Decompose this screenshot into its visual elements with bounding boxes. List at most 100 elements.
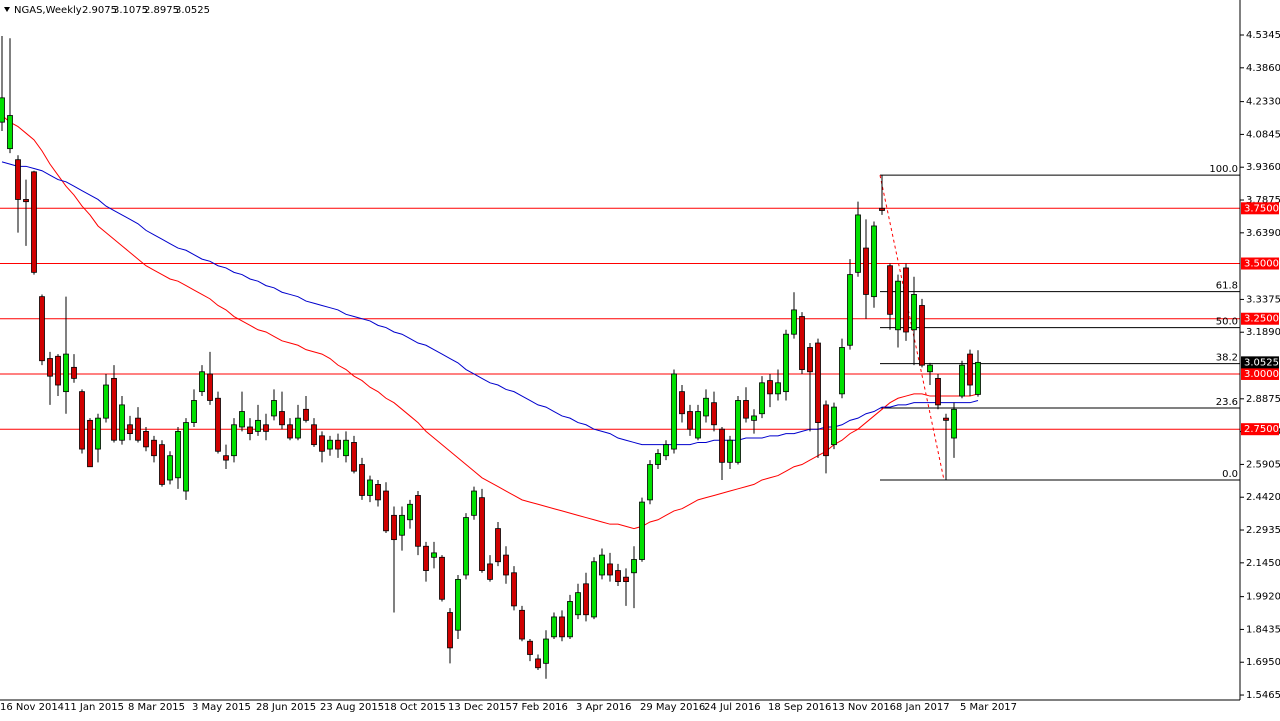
level-label-box [1241, 202, 1279, 215]
candle-body [207, 373, 213, 401]
candle-body [359, 464, 365, 496]
y-tick-label: 4.2330 [1246, 97, 1280, 108]
y-tick-label: 3.6390 [1246, 228, 1280, 239]
y-tick-label: 3.7875 [1246, 195, 1280, 206]
x-tick-label: 18 Sep 2016 [768, 702, 831, 713]
x-tick-label: 7 Feb 2016 [512, 702, 568, 713]
y-tick-label: 1.6950 [1246, 657, 1280, 668]
candle-body [375, 484, 381, 501]
candle-body [799, 316, 805, 370]
candle-body [711, 402, 717, 426]
candle-body [15, 159, 21, 200]
candle-body [719, 428, 725, 463]
y-tick-label: 3.1890 [1246, 327, 1280, 338]
candle-body [823, 404, 829, 457]
x-tick-label: 13 Dec 2015 [448, 702, 512, 713]
candle-body [663, 444, 669, 457]
candle-body [303, 408, 309, 421]
header-low: 2.8975 [144, 5, 179, 16]
candle-body [79, 391, 85, 450]
candle-body [551, 616, 557, 638]
candle-body [479, 497, 485, 571]
x-tick-label: 29 May 2016 [640, 702, 705, 713]
candle-body [263, 424, 269, 432]
candle-body [647, 464, 653, 501]
candle-body [895, 280, 901, 331]
candle-body [39, 296, 45, 362]
candle-body [735, 400, 741, 463]
candle-body [335, 439, 341, 450]
x-tick-label: 3 Apr 2016 [576, 702, 631, 713]
candle-body [527, 640, 533, 655]
candle-body [975, 361, 981, 395]
candle-body [255, 419, 261, 432]
candle-body [679, 391, 685, 415]
candle-body [783, 333, 789, 393]
candle-body [543, 638, 549, 664]
header-close: 3.0525 [175, 5, 210, 16]
candle-body [615, 570, 621, 583]
fib-label: 38.2 [1216, 353, 1238, 364]
y-tick-label: 2.1450 [1246, 558, 1280, 569]
candle-body [639, 501, 645, 560]
candle-body [511, 572, 517, 607]
candle-body [287, 424, 293, 439]
candle-body [871, 225, 877, 298]
fib-label: 50.0 [1216, 317, 1238, 328]
x-tick-label: 5 Mar 2017 [960, 702, 1017, 713]
candle-body [847, 274, 853, 346]
level-label: 3.7500 [1244, 203, 1279, 214]
candle-body [31, 171, 37, 273]
candle-body [631, 559, 637, 574]
candle-body [919, 305, 925, 366]
candle-body [71, 366, 77, 379]
candle-body [751, 415, 757, 421]
y-tick-label: 4.3860 [1246, 63, 1280, 74]
x-tick-label: 24 Jul 2016 [704, 702, 761, 713]
y-tick-label: 3.9360 [1246, 162, 1280, 173]
candle-body [591, 561, 597, 618]
candle-body [239, 411, 245, 428]
candle-body [111, 377, 117, 441]
y-tick-label: 1.5465 [1246, 690, 1280, 701]
header-high: 3.1075 [113, 5, 148, 16]
moving-average-line [1, 161, 979, 446]
candle-body [807, 347, 813, 373]
candle-body [855, 214, 861, 273]
x-tick-label: 23 Aug 2015 [320, 702, 384, 713]
candle-body [943, 417, 949, 421]
y-tick-label: 1.9920 [1246, 592, 1280, 603]
x-tick-label: 16 Nov 2014 [0, 702, 64, 713]
candle-body [455, 578, 461, 631]
candle-body [567, 601, 573, 638]
candle-body [103, 384, 109, 419]
candle-body [623, 576, 629, 583]
candle-body [599, 554, 605, 576]
candle-body [0, 97, 5, 123]
y-tick-label: 3.3375 [1246, 294, 1280, 305]
y-tick-label: 2.4420 [1246, 492, 1280, 503]
y-tick-label: 4.0845 [1246, 129, 1280, 140]
candle-body [159, 444, 165, 485]
candle-body [223, 455, 229, 461]
candle-body [407, 503, 413, 521]
y-tick-label: 2.5905 [1246, 459, 1280, 470]
x-tick-label: 8 Jan 2017 [896, 702, 950, 713]
candle-body [759, 382, 765, 415]
candle-body [655, 453, 661, 465]
x-tick-label: 18 Oct 2015 [384, 702, 446, 713]
last-price-label: 3.0525 [1244, 357, 1279, 368]
candle-body [967, 353, 973, 386]
candle-body [399, 514, 405, 536]
candle-body [191, 400, 197, 423]
y-tick-label: 4.5345 [1246, 30, 1280, 41]
x-tick-label: 28 Jun 2015 [256, 702, 316, 713]
y-tick-label: 2.2935 [1246, 525, 1280, 536]
candle-body [767, 380, 773, 395]
candle-body [463, 517, 469, 576]
candle-body [87, 419, 93, 468]
candle-body [831, 406, 837, 446]
candle-body [815, 342, 821, 423]
candle-body [911, 294, 917, 331]
